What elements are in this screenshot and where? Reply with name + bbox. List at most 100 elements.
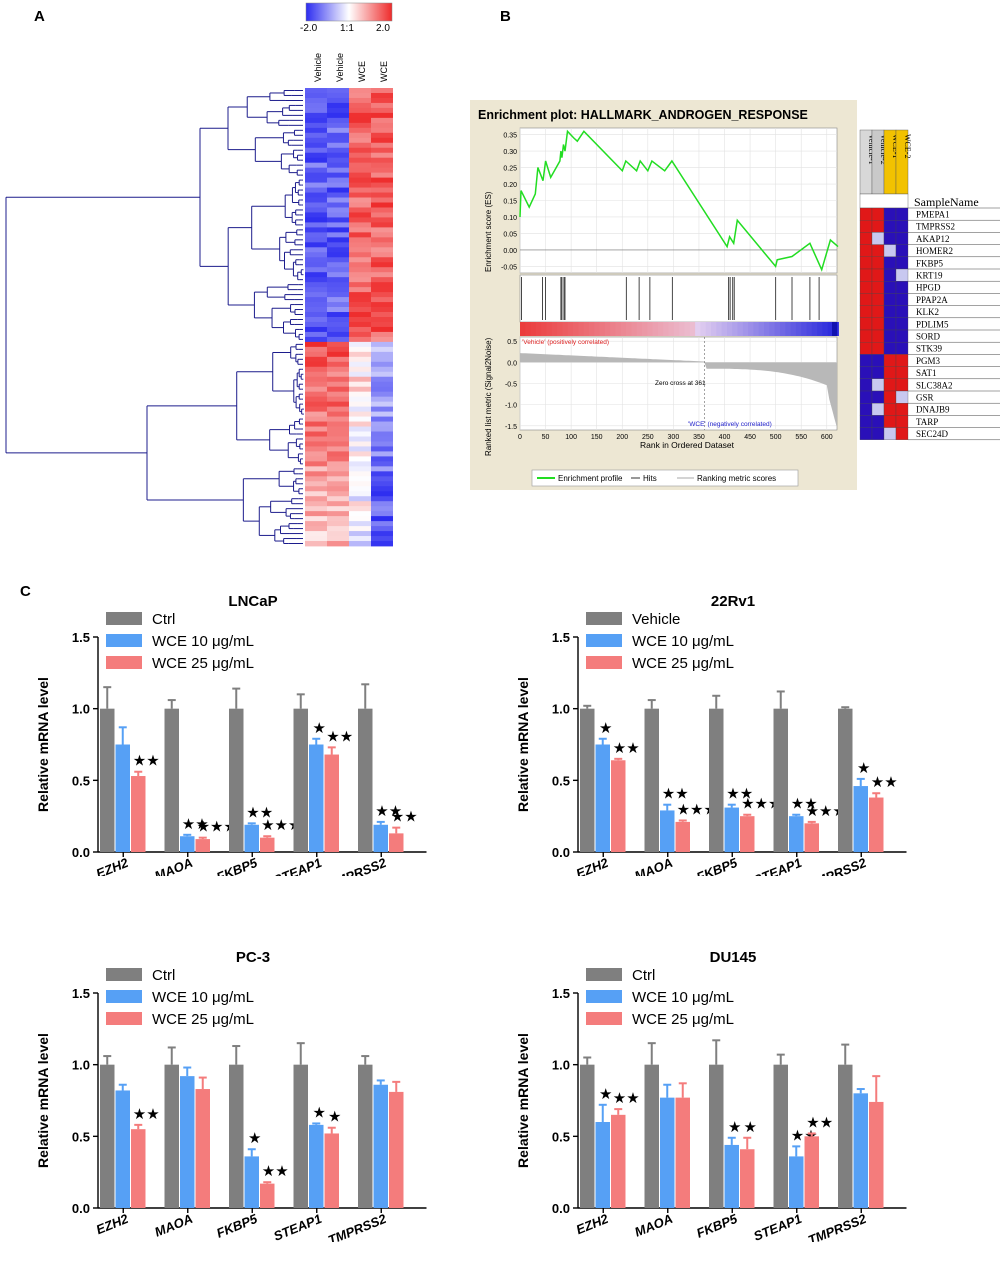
heatmap-cell — [371, 212, 393, 218]
legend-swatch — [586, 968, 622, 981]
heatmap-cell — [349, 361, 371, 368]
rank-color-segment — [801, 322, 808, 336]
heatmap-cell — [349, 227, 371, 233]
significance-stars: ★★ — [182, 816, 209, 833]
gene-cell — [871, 256, 885, 270]
bar-1 — [373, 1084, 388, 1208]
heatmap-cell — [327, 267, 349, 273]
bar-0 — [644, 1064, 659, 1208]
gene-cell — [859, 354, 873, 367]
heatmap-cell — [371, 501, 393, 507]
es-tick-label: 0.20 — [503, 182, 517, 189]
heatmap-cell — [305, 506, 327, 512]
heatmap-cell — [305, 361, 327, 368]
heatmap-cell — [349, 267, 371, 273]
es-tick-label: 0.15 — [503, 199, 517, 206]
heatmap-cell — [327, 501, 349, 507]
heatmap-cell — [327, 421, 349, 427]
heatmap-cell — [371, 436, 393, 442]
heatmap-cell — [327, 481, 349, 487]
sample-label: Vehicle-1 — [867, 134, 876, 165]
heatmap-cell — [371, 321, 393, 328]
x-tick-label: FKBP5 — [214, 855, 260, 876]
heatmap-cell — [305, 292, 327, 298]
heatmap-cell — [327, 162, 349, 169]
rank-x-tick-label: 500 — [770, 434, 782, 441]
bar-2 — [869, 797, 884, 852]
heatmap-cell — [349, 217, 371, 223]
rank-color-segment — [573, 322, 579, 336]
heatmap-cell — [349, 197, 371, 203]
heatmap-cell — [349, 317, 371, 323]
y-tick-label: 0.0 — [72, 1201, 90, 1216]
legend-label: WCE 10 μg/mL — [632, 989, 734, 1006]
heatmap-cell — [305, 371, 327, 378]
heatmap-cell — [371, 381, 393, 388]
x-tick-label: TMPRSS2 — [806, 1211, 869, 1242]
y-tick-label: 0.0 — [552, 845, 570, 860]
gene-label: SAT1 — [916, 368, 937, 378]
gene-sample-heatmap: Vehicle-1 Vehicle-2 WCE-1 WCE-2 SampleNamePM… — [859, 129, 1000, 441]
heatmap-cell — [305, 426, 327, 432]
heatmap-cell — [327, 466, 349, 472]
bar-0 — [293, 1064, 308, 1208]
heatmap-cell — [349, 127, 371, 134]
rank-color-segment — [817, 322, 823, 336]
heatmap-cell — [371, 272, 393, 278]
rank-color-segment — [604, 322, 611, 336]
heatmap-cell — [349, 132, 371, 139]
heatmap-cell — [371, 511, 393, 517]
wce-correlated-label: 'WCE' (negatively correlated) — [688, 421, 772, 428]
heatmap-cell — [327, 127, 349, 134]
heatmap-cell — [327, 142, 349, 149]
bar-2 — [611, 760, 626, 852]
heatmap-cell — [349, 466, 371, 472]
heatmap-cell — [305, 386, 327, 393]
heatmap-cell — [327, 92, 349, 99]
gene-cell — [895, 207, 909, 221]
legend-swatch — [106, 612, 142, 625]
gene-label: HPGD — [916, 283, 941, 293]
rank-color-segment — [642, 322, 648, 336]
heatmap-cell — [371, 481, 393, 487]
heatmap-cell — [349, 456, 371, 462]
gene-cell — [883, 378, 897, 392]
enrichment-profile-line — [519, 129, 839, 272]
heatmap-cell — [305, 326, 327, 333]
heatmap-cell — [327, 401, 349, 408]
gene-cell — [883, 268, 897, 282]
gene-label: SORD — [916, 332, 941, 342]
bar-2 — [740, 816, 755, 852]
rank-color-segment — [551, 322, 558, 336]
heatmap-cell — [305, 132, 327, 139]
legend-label: WCE 25 μg/mL — [632, 655, 734, 672]
chart-title: 22Rv1 — [711, 593, 755, 610]
bar-0 — [100, 708, 115, 852]
significance-stars: ★ — [248, 1130, 261, 1147]
heatmap-cell — [371, 371, 393, 378]
gsea-panel: Enrichment plot: HALLMARK_ANDROGEN_RESPO… — [470, 100, 1000, 490]
gene-cell — [871, 317, 885, 331]
heatmap-cell — [349, 172, 371, 179]
heatmap-cell — [371, 396, 393, 403]
rank-x-tick-label: 50 — [542, 434, 550, 441]
heatmap-cell — [349, 376, 371, 383]
gene-cell — [871, 354, 885, 367]
heatmap-cell — [349, 242, 371, 248]
heatmap-cell — [305, 102, 327, 109]
heatmap-cell — [305, 461, 327, 467]
heatmap-cell — [371, 192, 393, 198]
heatmap-cell — [371, 331, 393, 338]
heatmap-cell — [305, 107, 327, 114]
rank-color-segment — [695, 322, 701, 336]
gene-cell — [883, 293, 897, 306]
heatmap-cell — [305, 317, 327, 323]
heatmap-cell — [327, 247, 349, 253]
heatmap-cell — [305, 336, 327, 343]
heatmap-cell — [349, 157, 371, 164]
heatmap-cell — [327, 541, 349, 547]
x-tick-label: FKBP5 — [694, 855, 740, 876]
rank-x-tick-label: 400 — [719, 434, 731, 441]
gene-cell — [895, 305, 909, 318]
heatmap-cell — [305, 496, 327, 502]
